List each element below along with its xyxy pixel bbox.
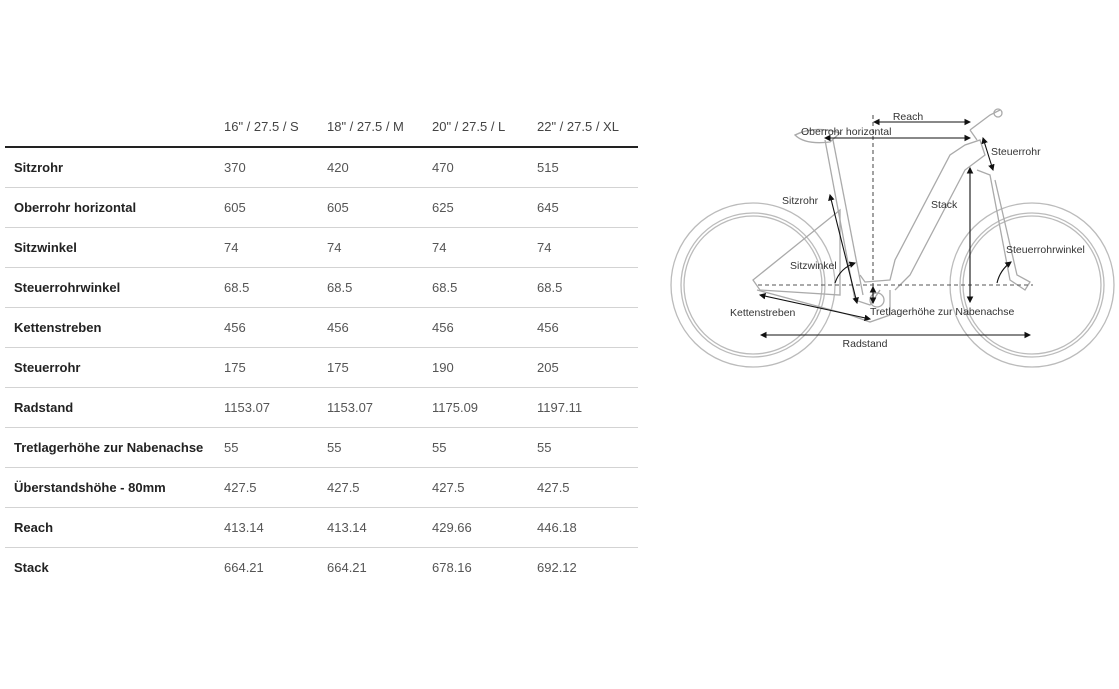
table-row: Steuerrohr 175 175 190 205 <box>5 347 638 388</box>
cell-value: 55 <box>537 427 638 468</box>
row-label: Radstand <box>5 387 224 428</box>
column-header-m: 18" / 27.5 / M <box>327 107 432 148</box>
table-row: Oberrohr horizontal 605 605 625 645 <box>5 187 638 228</box>
cell-value: 470 <box>432 147 537 188</box>
cell-value: 68.5 <box>432 267 537 308</box>
label-sitzwinkel: Sitzwinkel <box>790 260 837 272</box>
cell-value: 413.14 <box>327 507 432 548</box>
cell-value: 456 <box>537 307 638 348</box>
column-header-s: 16" / 27.5 / S <box>224 107 327 148</box>
cell-value: 1197.11 <box>537 387 638 428</box>
label-stack: Stack <box>931 199 958 211</box>
table-row: Radstand 1153.07 1153.07 1175.09 1197.11 <box>5 387 638 428</box>
dimension-lines <box>758 115 1033 339</box>
cell-value: 429.66 <box>432 507 537 548</box>
row-label: Sitzrohr <box>5 147 224 188</box>
cell-value: 74 <box>224 227 327 268</box>
cell-value: 456 <box>224 307 327 348</box>
row-label: Steuerrohr <box>5 347 224 388</box>
cell-value: 55 <box>224 427 327 468</box>
cell-value: 427.5 <box>327 467 432 508</box>
table-row: Steuerrohrwinkel 68.5 68.5 68.5 68.5 <box>5 267 638 308</box>
cell-value: 68.5 <box>327 267 432 308</box>
row-label: Kettenstreben <box>5 307 224 348</box>
label-sitzrohr: Sitzrohr <box>782 195 819 207</box>
cell-value: 68.5 <box>224 267 327 308</box>
label-steuerrohrwinkel: Steuerrohrwinkel <box>1006 244 1085 256</box>
cell-value: 427.5 <box>224 467 327 508</box>
cell-value: 413.14 <box>224 507 327 548</box>
cell-value: 1175.09 <box>432 387 537 428</box>
table-row: Tretlagerhöhe zur Nabenachse 55 55 55 55 <box>5 427 638 468</box>
cell-value: 205 <box>537 347 638 388</box>
cell-value: 456 <box>432 307 537 348</box>
label-kettenstreben: Kettenstreben <box>730 307 796 319</box>
column-header <box>5 107 224 148</box>
cell-value: 370 <box>224 147 327 188</box>
table-row: Reach 413.14 413.14 429.66 446.18 <box>5 507 638 548</box>
row-label: Reach <box>5 507 224 548</box>
cell-value: 605 <box>327 187 432 228</box>
cell-value: 427.5 <box>537 467 638 508</box>
cell-value: 175 <box>327 347 432 388</box>
cell-value: 515 <box>537 147 638 188</box>
cell-value: 420 <box>327 147 432 188</box>
cell-value: 74 <box>537 227 638 268</box>
cell-value: 1153.07 <box>224 387 327 428</box>
bike-geometry-diagram: Reach Oberrohr horizontal Steuerrohr Sit… <box>670 108 1115 368</box>
cell-value: 664.21 <box>224 560 264 575</box>
row-label: Stack <box>14 560 49 575</box>
label-reach: Reach <box>893 111 924 123</box>
label-radstand: Radstand <box>843 338 888 350</box>
table-row: Stack 664.21 664.21 678.16 692.12 <box>5 548 638 588</box>
cell-value: 190 <box>432 347 537 388</box>
column-header-xl: 22" / 27.5 / XL <box>537 107 638 148</box>
label-tretlagerhoehe: Tretlagerhöhe zur Nabenachse <box>870 306 1015 318</box>
geometry-table: 16" / 27.5 / S 18" / 27.5 / M 20" / 27.5… <box>5 107 638 587</box>
cell-value: 664.21 <box>327 560 367 575</box>
table-row: Sitzrohr 370 420 470 515 <box>5 147 638 188</box>
cell-value: 68.5 <box>537 267 638 308</box>
cell-value: 427.5 <box>432 467 537 508</box>
cell-value: 678.16 <box>432 560 472 575</box>
row-label: Steuerrohrwinkel <box>5 267 224 308</box>
cell-value: 456 <box>327 307 432 348</box>
cell-value: 74 <box>432 227 537 268</box>
cell-value: 1153.07 <box>327 387 432 428</box>
cell-value: 645 <box>537 187 638 228</box>
table-header-row: 16" / 27.5 / S 18" / 27.5 / M 20" / 27.5… <box>5 107 638 148</box>
cell-value: 605 <box>224 187 327 228</box>
label-oberrohr-horizontal: Oberrohr horizontal <box>801 126 891 138</box>
row-label: Überstandshöhe - 80mm <box>5 467 224 508</box>
table-row: Kettenstreben 456 456 456 456 <box>5 307 638 348</box>
cell-value: 446.18 <box>537 507 638 548</box>
cell-value: 175 <box>224 347 327 388</box>
row-label: Oberrohr horizontal <box>5 187 224 228</box>
cell-value: 55 <box>432 427 537 468</box>
table-row: Überstandshöhe - 80mm 427.5 427.5 427.5 427.… <box>5 467 638 508</box>
row-label: Sitzwinkel <box>5 227 224 268</box>
cell-value: 692.12 <box>537 560 577 575</box>
table-row: Sitzwinkel 74 74 74 74 <box>5 227 638 268</box>
row-label: Tretlagerhöhe zur Nabenachse <box>5 427 224 468</box>
column-header-l: 20" / 27.5 / L <box>432 107 537 148</box>
cell-value: 625 <box>432 187 537 228</box>
label-steuerrohr: Steuerrohr <box>991 146 1041 158</box>
cell-value: 55 <box>327 427 432 468</box>
cell-value: 74 <box>327 227 432 268</box>
